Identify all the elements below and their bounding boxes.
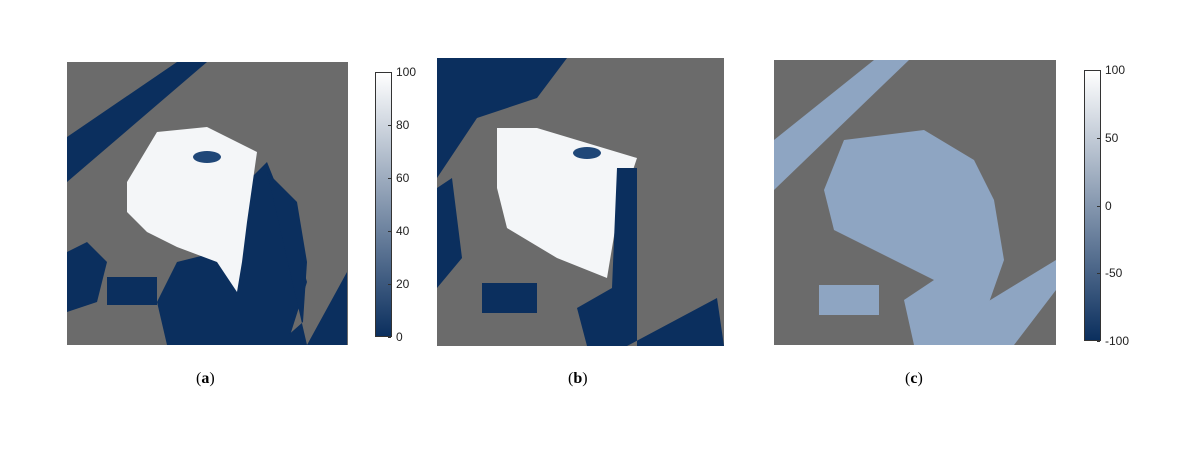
map-panel-a (67, 62, 348, 345)
colorbar-tick-label: 20 (396, 277, 410, 291)
caption-c: (c) (905, 370, 923, 387)
colorbar-tick-mark (388, 72, 391, 73)
colorbar-tick-mark (388, 178, 391, 179)
colorbar-tick-label: 80 (396, 118, 410, 132)
caption-b: (b) (568, 370, 588, 387)
colorbar-tick-label: -50 (1105, 266, 1123, 281)
map-panel-c (774, 60, 1056, 345)
colorbar-tick-mark (1097, 137, 1100, 139)
caption-a: (a) (196, 370, 215, 387)
map-panel-b (437, 58, 724, 346)
colorbar-a (375, 72, 392, 337)
colorbar-tick-label: 50 (1105, 130, 1119, 145)
colorbar-tick-label: 60 (396, 171, 410, 185)
colorbar-tick-mark (1097, 70, 1100, 71)
colorbar-tick-label: -100 (1105, 334, 1130, 348)
colorbar-tick-label: 100 (1105, 63, 1126, 77)
colorbar-tick-mark (1097, 341, 1100, 342)
colorbar-tick-mark (388, 337, 391, 338)
colorbar-tick-label: 0 (396, 330, 403, 344)
colorbar-tick-mark (1097, 273, 1100, 275)
colorbar-c (1084, 70, 1101, 341)
colorbar-tick-label: 100 (396, 65, 417, 79)
colorbar-tick-mark (388, 231, 391, 232)
colorbar-tick-label: 0 (1105, 198, 1112, 213)
colorbar-tick-mark (388, 125, 391, 126)
colorbar-tick-mark (388, 284, 391, 285)
colorbar-tick-mark (1097, 205, 1100, 207)
colorbar-tick-label: 40 (396, 224, 410, 238)
